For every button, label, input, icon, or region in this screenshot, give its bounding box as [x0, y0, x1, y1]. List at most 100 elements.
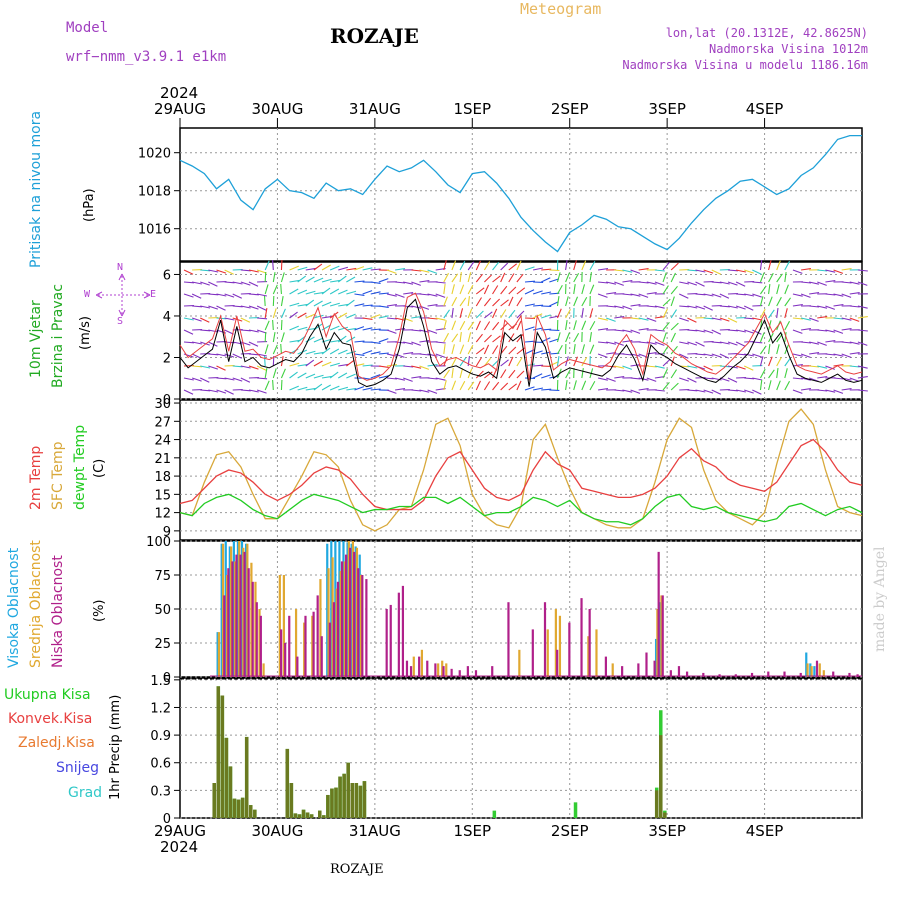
precip-conv-bar	[350, 783, 354, 818]
high-cloud-bar	[659, 602, 662, 677]
wind-vector	[646, 341, 657, 345]
mid-cloud-bar	[822, 670, 825, 677]
wind-vector	[711, 281, 722, 284]
wind-vector	[475, 347, 485, 355]
wind-vector	[857, 305, 868, 309]
wind-vector	[719, 305, 730, 308]
low-cloud-bar	[661, 595, 664, 677]
wind-vector	[337, 275, 347, 283]
wind-vector	[321, 361, 332, 367]
low-cloud-bar	[543, 602, 547, 677]
wind-vector	[427, 364, 438, 367]
wind-vector	[549, 338, 560, 343]
wind-vector	[662, 285, 669, 295]
lonlat-text: lon,lat (20.1312E, 42.8625N)	[665, 26, 868, 40]
wind-vector	[329, 325, 340, 331]
wind-vector	[516, 273, 524, 283]
wind-vector	[809, 352, 820, 355]
wind-vector	[200, 341, 210, 346]
wind-vector	[833, 293, 844, 297]
wind-vector	[354, 293, 365, 296]
low-cloud-bar	[280, 629, 283, 677]
mid-cloud-bar	[558, 615, 562, 677]
wind-vector	[736, 293, 747, 296]
wind-vector	[857, 389, 868, 392]
y-tick-label: 0	[163, 671, 171, 686]
low-cloud-bar	[637, 663, 640, 677]
wind-vector	[386, 329, 397, 334]
wind-vector	[817, 365, 828, 369]
wind-vector	[492, 275, 501, 283]
wind-vector	[800, 377, 811, 381]
wind-vector	[403, 352, 414, 355]
wind-vector	[338, 349, 348, 355]
wind-vector	[687, 317, 697, 323]
wind-vector	[759, 272, 765, 283]
wind-vector	[597, 377, 608, 381]
altitude-text: Nadmorska Visina 1012m	[709, 42, 868, 56]
wind-vector	[500, 285, 508, 295]
top-date-label: 4SEP	[746, 100, 784, 118]
wind-vector	[606, 305, 617, 308]
wind-vector	[541, 337, 551, 343]
wind-vector	[240, 329, 251, 332]
wind-vector	[670, 369, 678, 379]
wind-vector	[727, 269, 738, 272]
mid-cloud-bar	[319, 579, 322, 677]
wind-vector	[321, 347, 331, 355]
wind-vector	[451, 296, 458, 307]
mid-cloud-bar	[546, 629, 549, 677]
wind-vector	[305, 290, 316, 295]
cloud-units: (%)	[92, 599, 107, 623]
wind-vector	[240, 389, 251, 392]
wind-vector	[622, 389, 633, 393]
mid-cloud-bar	[258, 609, 261, 677]
wind-vector	[849, 292, 860, 295]
wind-vector	[329, 348, 340, 355]
wind-vector	[646, 292, 657, 295]
wind-vector	[427, 317, 438, 320]
mid-cloud-bar	[412, 656, 415, 677]
wind-vector	[841, 341, 852, 344]
wind-vector	[280, 283, 282, 295]
wind-vector	[272, 344, 278, 355]
precip-conv-bar	[326, 794, 330, 818]
wind-vector	[192, 305, 203, 308]
wind-vector	[483, 321, 491, 331]
wind-vector	[792, 364, 803, 367]
wind-vector	[759, 356, 764, 367]
high-cloud-bar	[654, 638, 658, 677]
y-tick-label: 0	[163, 393, 171, 408]
wind-vector	[735, 329, 747, 333]
wind-vector	[606, 365, 617, 368]
wind-vector	[321, 264, 331, 271]
wind-vector	[614, 365, 625, 369]
wind-vector	[516, 320, 522, 331]
mid-cloud-bar	[445, 663, 448, 677]
wind-vector	[419, 353, 430, 356]
wind-vector	[256, 329, 267, 334]
wind-vector	[346, 373, 356, 379]
wind-vector	[833, 377, 844, 380]
wind-vector	[297, 289, 308, 295]
low-cloud-bar	[401, 585, 405, 677]
wind-vector	[330, 339, 341, 343]
wind-vector	[549, 315, 560, 319]
wind-vector	[483, 357, 492, 367]
wind-vector	[289, 265, 299, 271]
wind-vector	[224, 389, 234, 395]
wind-vector	[378, 365, 389, 368]
wind-vector	[492, 261, 500, 271]
low-cloud-bar	[531, 629, 534, 677]
mid-cloud-bar	[327, 568, 330, 677]
wind-vector	[346, 387, 357, 391]
precip-conv-bar	[236, 799, 241, 818]
wind-vector	[224, 317, 235, 321]
wind-vector	[264, 331, 267, 343]
wind-vector	[346, 299, 355, 307]
wind-vector	[687, 365, 698, 369]
wind-vector	[565, 369, 571, 379]
wind-vector	[200, 365, 211, 369]
precip-conv-bar	[240, 797, 245, 818]
wind-vector	[337, 372, 348, 379]
